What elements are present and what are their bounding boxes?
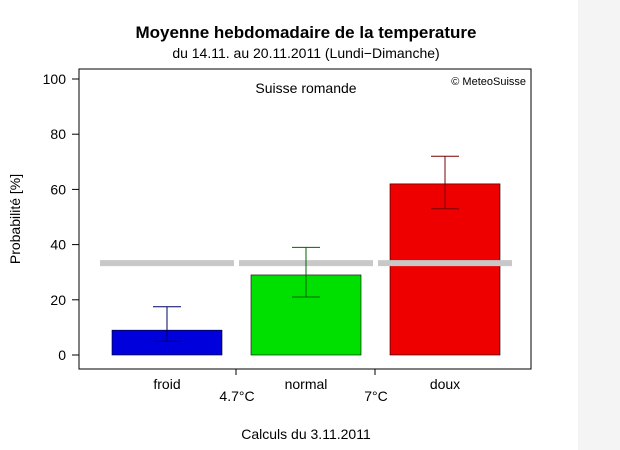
threshold-label-2: 7°C — [364, 388, 388, 404]
y-tick-label: 60 — [50, 181, 66, 197]
y-tick-label: 100 — [43, 71, 67, 87]
footer-label: Calculs du 3.11.2011 — [241, 426, 371, 442]
y-axis-label: Probabilité [%] — [7, 174, 23, 264]
region-label: Suisse romande — [255, 80, 356, 96]
bar-doux — [389, 183, 501, 356]
side-strip — [578, 0, 620, 450]
threshold-label-1: 4.7°C — [219, 388, 254, 404]
x-axis-labels: froid normal doux — [153, 376, 460, 392]
x-category-label: normal — [285, 376, 328, 392]
chart-title: Moyenne hebdomadaire de la temperature — [135, 23, 476, 42]
y-tick-label: 40 — [50, 237, 66, 253]
copyright-label: © MeteoSuisse — [451, 76, 526, 88]
chart-subtitle: du 14.11. au 20.11.2011 (Lundi−Dimanche) — [172, 45, 439, 61]
chart-svg: Moyenne hebdomadaire de la temperature d… — [7, 23, 532, 442]
y-tick-label: 20 — [50, 292, 66, 308]
x-category-label: doux — [430, 376, 460, 392]
x-category-label: froid — [153, 376, 180, 392]
y-tick-label: 80 — [50, 126, 66, 142]
y-tick-label: 0 — [58, 347, 66, 363]
y-axis: 0 20 40 60 80 100 — [43, 71, 80, 363]
error-bars — [153, 155, 459, 342]
